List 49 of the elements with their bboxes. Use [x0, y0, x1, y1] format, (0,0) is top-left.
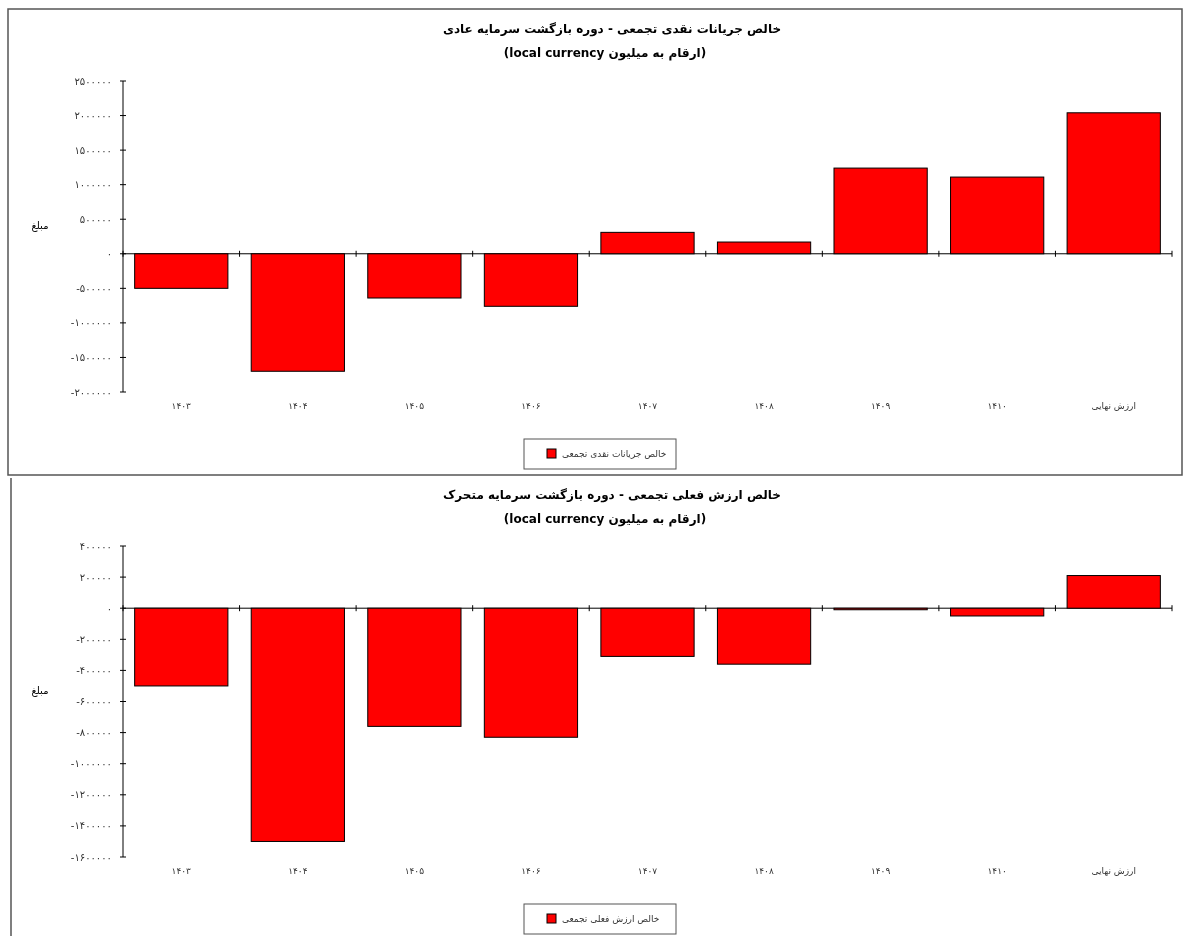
y-tick-label: ۱۰۰۰۰۰۰ [74, 179, 112, 191]
x-tick-label: ۱۴۱۰ [987, 401, 1007, 411]
y-tick-label: -۲۰۰۰۰۰ [76, 633, 112, 645]
x-tick-label: ۱۴۰۸ [754, 401, 774, 411]
y-tick-label: -۶۰۰۰۰۰ [76, 696, 112, 707]
y-tick-label: -۱۰۰۰۰۰۰ [70, 317, 112, 329]
x-tick-label: ۱۴۰۵ [404, 866, 425, 876]
y-tick-label: ۵۰۰۰۰۰ [79, 213, 112, 225]
y-tick-label: ۲۵۰۰۰۰۰ [74, 75, 112, 87]
x-tick-label: ۱۴۰۸ [754, 866, 774, 876]
y-tick-label: -۱۶۰۰۰۰۰ [70, 851, 112, 863]
y-tick-label: -۱۰۰۰۰۰۰ [70, 758, 112, 770]
y-tick-label: -۸۰۰۰۰۰ [76, 727, 112, 739]
x-tick-label: ۱۴۰۷ [637, 866, 658, 876]
x-tick-label: ۱۴۰۴ [288, 866, 308, 876]
legend: خالص جریانات نقدی تجمعی [523, 438, 677, 470]
x-tick-label: ۱۴۰۳ [171, 401, 192, 411]
legend-label: خالص جریانات نقدی تجمعی [562, 449, 667, 459]
y-tick-label: -۱۲۰۰۰۰۰ [70, 789, 112, 801]
chart-subtitle: (ارقام به میلیون local currency) [503, 512, 707, 527]
x-tick-label: ۱۴۰۳ [171, 866, 192, 876]
y-axis-title: مبلغ [31, 219, 49, 232]
chart-subtitle: (ارقام به میلیون local currency) [503, 46, 707, 61]
y-axis-title: مبلغ [31, 684, 49, 697]
x-tick-label: ۱۴۰۵ [404, 401, 425, 411]
y-tick-label: ۱۵۰۰۰۰۰ [74, 144, 112, 156]
y-tick-label: -۲۰۰۰۰۰۰ [70, 386, 112, 398]
legend-label: خالص ارزش فعلی تجمعی [562, 914, 660, 924]
x-tick-label: ۱۴۰۴ [288, 401, 308, 411]
y-tick-label: ۲۰۰۰۰۰۰ [74, 110, 112, 122]
y-tick-label: -۱۵۰۰۰۰۰ [70, 351, 112, 363]
y-tick-label: ۲۰۰۰۰۰ [79, 571, 112, 583]
x-tick-label: ۱۴۱۰ [987, 866, 1007, 876]
y-tick-label: -۱۴۰۰۰۰۰ [70, 820, 112, 832]
x-tick-label: ۱۴۰۶ [521, 866, 541, 876]
y-tick-label: ۴۰۰۰۰۰ [79, 540, 112, 552]
chart-title: خالص ارزش فعلی تجمعی - دوره بازگشت سرمایه متحرک [443, 488, 781, 503]
legend: خالص ارزش فعلی تجمعی [523, 903, 677, 935]
y-tick-label: ۰ [106, 248, 112, 260]
x-tick-label: ارزش نهایی [1091, 866, 1136, 876]
chart-title: خالص جریانات نقدی تجمعی - دوره بازگشت سرمایه عادی [442, 22, 782, 37]
y-tick-label: -۵۰۰۰۰۰ [76, 282, 112, 294]
x-tick-label: ۱۴۰۹ [870, 401, 891, 411]
x-tick-label: ۱۴۰۹ [870, 866, 891, 876]
y-tick-label: ۰ [106, 602, 112, 614]
x-tick-label: ۱۴۰۶ [521, 401, 541, 411]
x-tick-label: ۱۴۰۷ [637, 401, 658, 411]
x-tick-label: ارزش نهایی [1091, 401, 1136, 411]
y-tick-label: -۴۰۰۰۰۰ [76, 664, 112, 676]
